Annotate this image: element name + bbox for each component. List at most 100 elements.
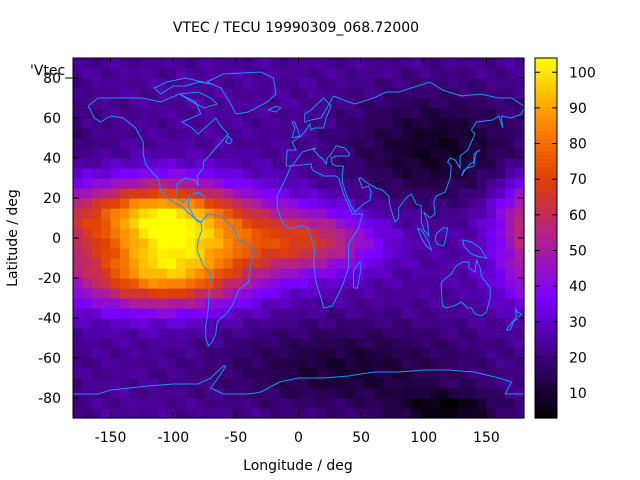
coastline xyxy=(460,149,481,177)
heatmap-cell xyxy=(119,148,130,159)
heatmap-cell xyxy=(298,388,309,399)
heatmap-cell xyxy=(176,148,187,159)
heatmap-cell xyxy=(185,228,196,239)
heatmap-cell xyxy=(242,408,253,419)
heatmap-cell xyxy=(242,108,253,119)
heatmap-cell xyxy=(495,258,506,269)
heatmap-cell xyxy=(317,158,328,169)
heatmap-cell xyxy=(486,268,497,279)
heatmap-cell xyxy=(514,158,525,169)
heatmap-cell xyxy=(82,258,93,269)
heatmap-cell xyxy=(129,78,140,89)
heatmap-cell xyxy=(420,248,431,259)
heatmap-cell xyxy=(129,158,140,169)
heatmap-cell xyxy=(185,298,196,309)
heatmap-cell xyxy=(364,248,375,259)
heatmap-cell xyxy=(364,328,375,339)
heatmap-cell xyxy=(317,68,328,79)
heatmap-cell xyxy=(336,108,347,119)
heatmap-cell xyxy=(260,368,271,379)
heatmap-cell xyxy=(505,308,516,319)
heatmap-cell xyxy=(185,128,196,139)
heatmap-cell xyxy=(242,318,253,329)
heatmap-cell xyxy=(242,288,253,299)
heatmap-cell xyxy=(448,168,459,179)
heatmap-cell xyxy=(166,88,177,99)
heatmap-cell xyxy=(129,388,140,399)
colorbar-tick-label: 30 xyxy=(569,315,587,331)
heatmap-cell xyxy=(486,278,497,289)
heatmap-cell xyxy=(260,238,271,249)
heatmap-cell xyxy=(213,358,224,369)
heatmap-cell xyxy=(138,118,149,129)
colorbar-segment xyxy=(535,338,557,343)
heatmap-cell xyxy=(289,208,300,219)
heatmap-cell xyxy=(185,68,196,79)
heatmap-cell xyxy=(486,198,497,209)
heatmap-cell xyxy=(223,98,234,109)
heatmap-cell xyxy=(345,148,356,159)
heatmap-cell xyxy=(486,388,497,399)
heatmap-cell xyxy=(326,328,337,339)
heatmap-cell xyxy=(82,58,93,69)
heatmap-cell xyxy=(420,408,431,419)
heatmap-cell xyxy=(505,198,516,209)
heatmap-cell xyxy=(495,78,506,89)
heatmap-cell xyxy=(439,308,450,319)
heatmap-cell xyxy=(279,68,290,79)
heatmap-cell xyxy=(458,88,469,99)
heatmap-cell xyxy=(213,68,224,79)
heatmap-cell xyxy=(270,268,281,279)
heatmap-cell xyxy=(430,128,441,139)
heatmap-cell xyxy=(251,338,262,349)
heatmap-cell xyxy=(242,328,253,339)
heatmap-cell xyxy=(185,58,196,69)
heatmap-cell xyxy=(467,298,478,309)
heatmap-cell xyxy=(185,388,196,399)
heatmap-cell xyxy=(101,398,112,409)
heatmap-cell xyxy=(326,398,337,409)
heatmap-cell xyxy=(345,298,356,309)
heatmap-cell xyxy=(326,378,337,389)
heatmap-cell xyxy=(157,118,168,129)
heatmap-cell xyxy=(82,388,93,399)
heatmap-cell xyxy=(251,188,262,199)
heatmap-cell xyxy=(157,158,168,169)
heatmap-cell xyxy=(458,288,469,299)
heatmap-cell xyxy=(223,388,234,399)
heatmap-cell xyxy=(401,128,412,139)
heatmap-cell xyxy=(411,188,422,199)
heatmap-cell xyxy=(326,298,337,309)
heatmap-cell xyxy=(495,208,506,219)
heatmap-cell xyxy=(392,88,403,99)
heatmap-cell xyxy=(260,398,271,409)
heatmap-cell xyxy=(345,188,356,199)
heatmap-cell xyxy=(336,348,347,359)
heatmap-cell xyxy=(157,358,168,369)
heatmap-cell xyxy=(185,118,196,129)
heatmap-cell xyxy=(439,318,450,329)
heatmap-cell xyxy=(148,218,159,229)
heatmap-cell xyxy=(486,328,497,339)
heatmap-cell xyxy=(176,348,187,359)
heatmap-cell xyxy=(298,328,309,339)
heatmap-cell xyxy=(439,228,450,239)
heatmap-cell xyxy=(119,388,130,399)
heatmap-cell xyxy=(91,328,102,339)
heatmap-cell xyxy=(401,278,412,289)
heatmap-cell xyxy=(101,98,112,109)
heatmap-cell xyxy=(298,288,309,299)
heatmap-cell xyxy=(82,298,93,309)
heatmap-cell xyxy=(420,368,431,379)
heatmap-cell xyxy=(242,138,253,149)
heatmap-cell xyxy=(495,188,506,199)
heatmap-cell xyxy=(129,238,140,249)
heatmap-cell xyxy=(326,388,337,399)
heatmap-cell xyxy=(392,58,403,69)
heatmap-cell xyxy=(166,338,177,349)
heatmap-cell xyxy=(91,108,102,119)
heatmap-cell xyxy=(448,58,459,69)
heatmap-cell xyxy=(185,248,196,259)
heatmap-cell xyxy=(110,298,121,309)
